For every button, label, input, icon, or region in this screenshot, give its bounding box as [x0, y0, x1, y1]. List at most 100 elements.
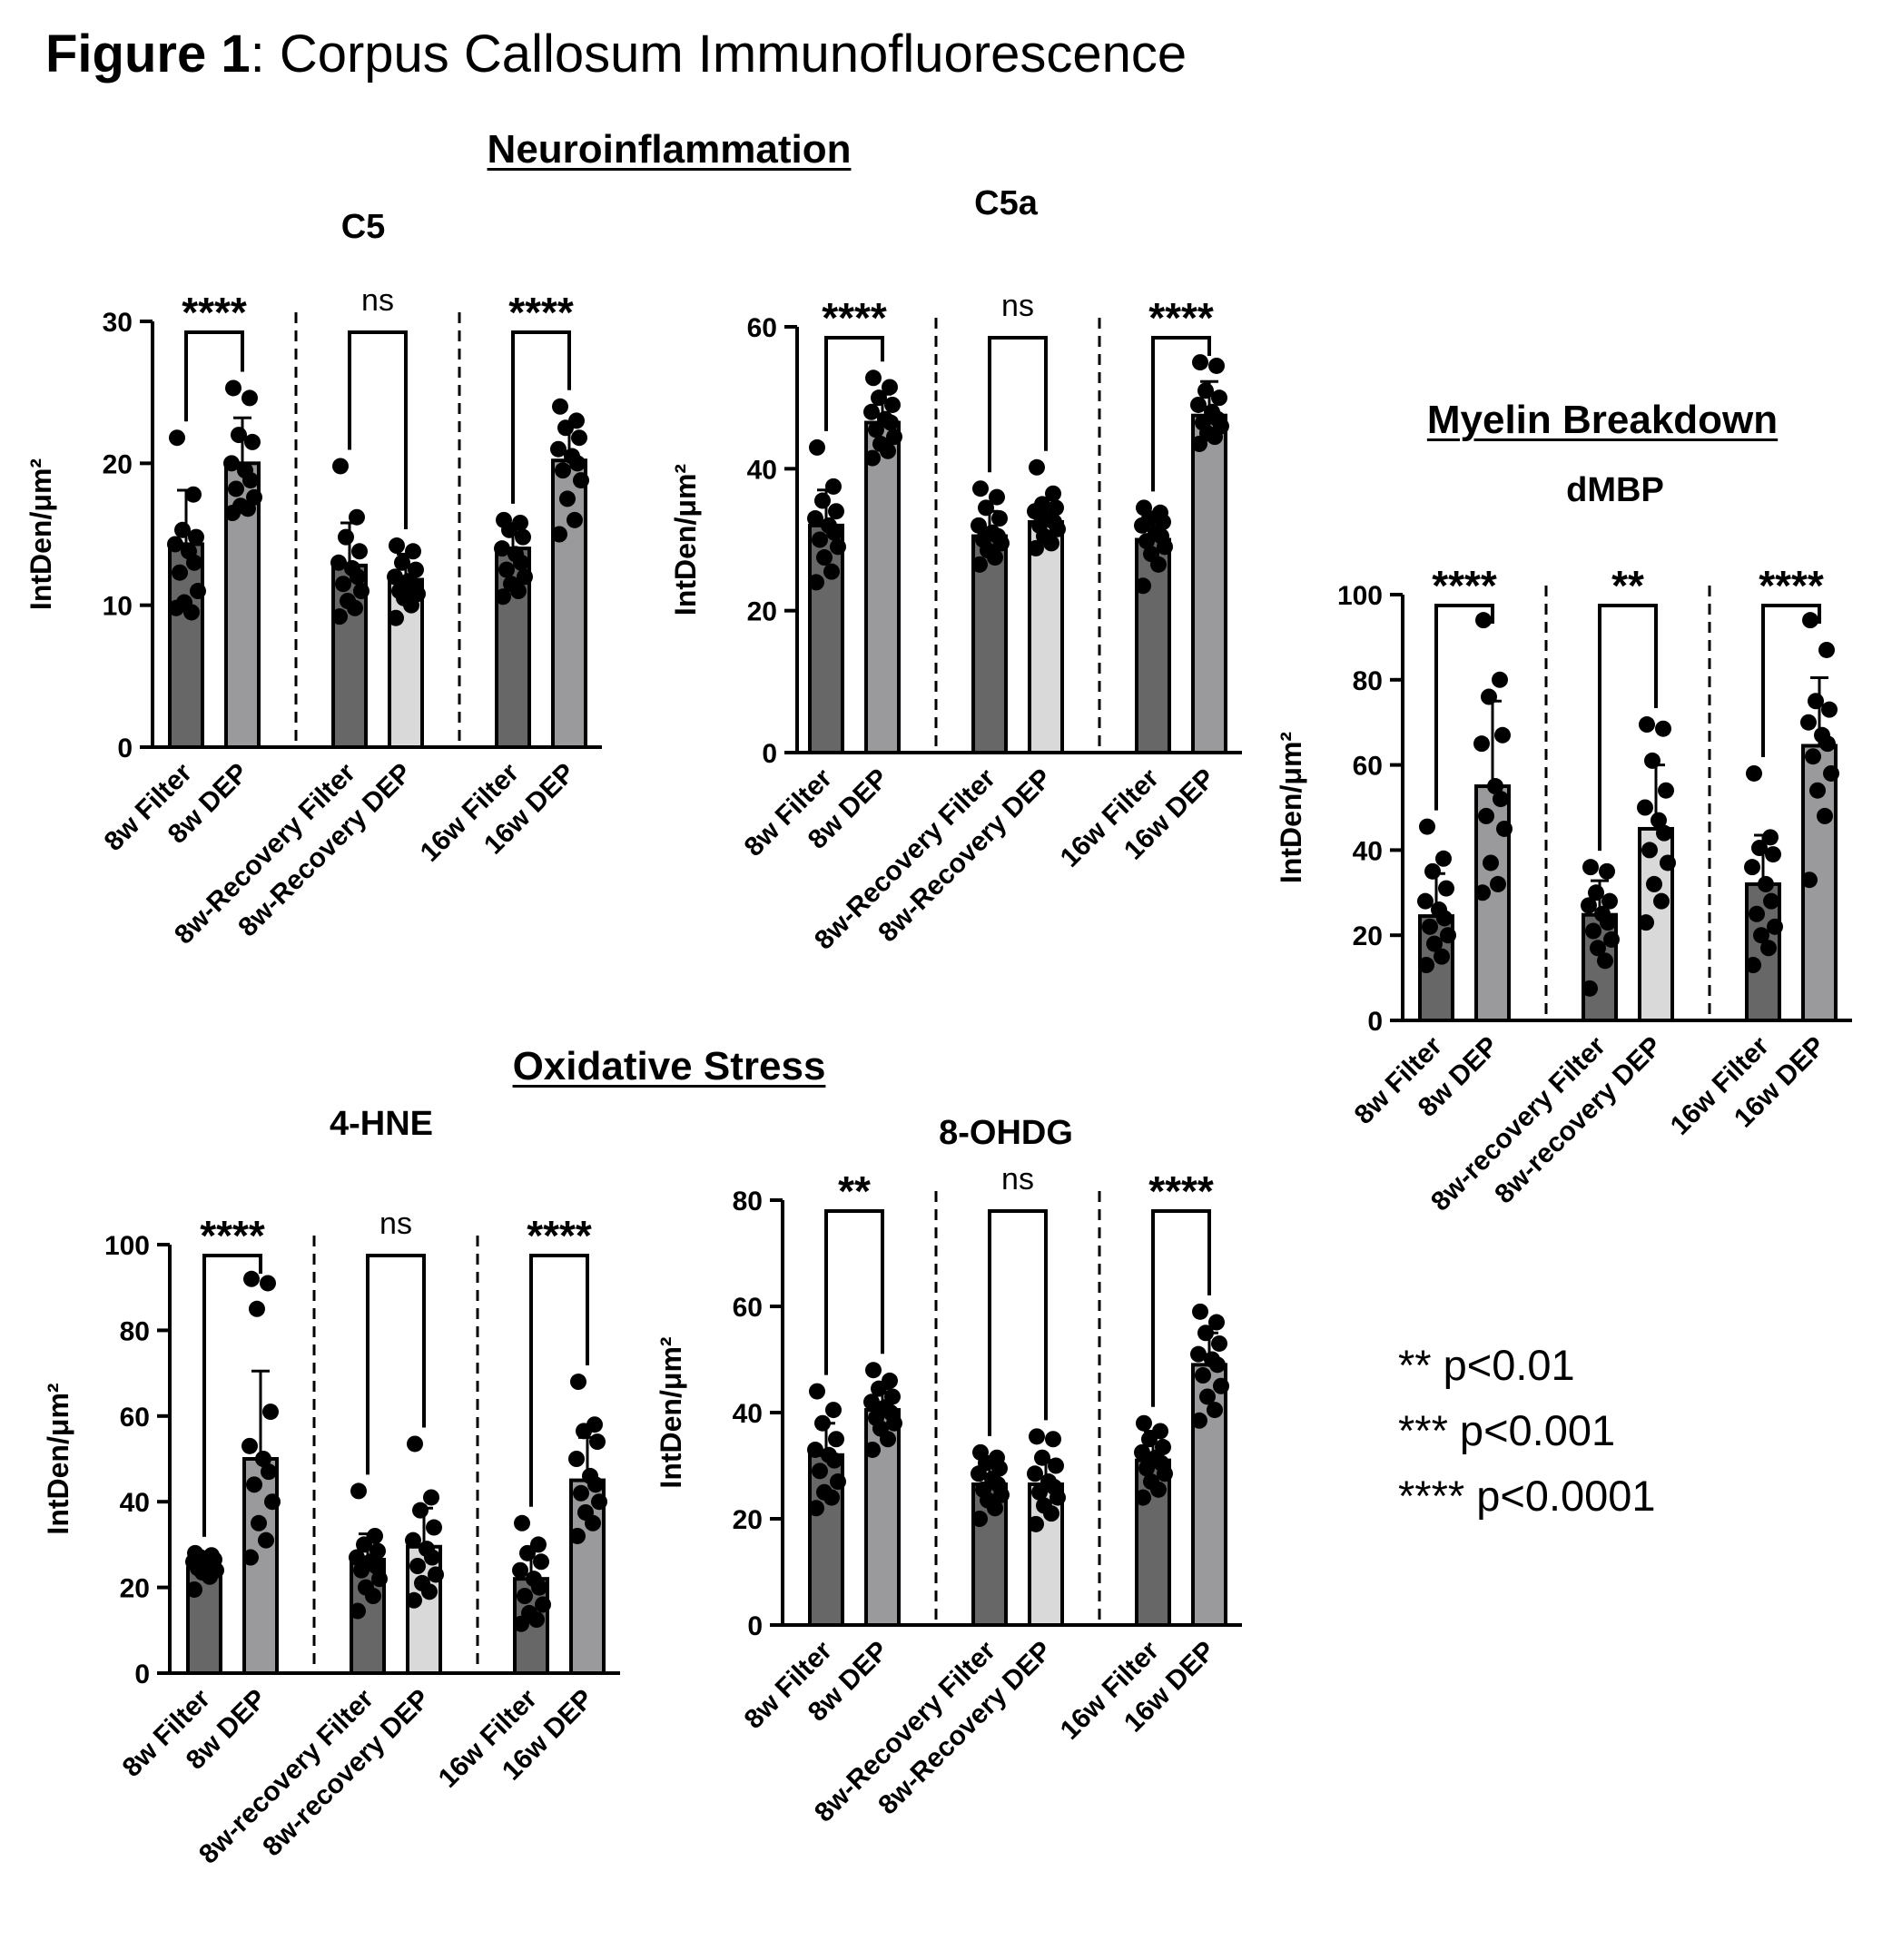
chart-dmbp-point [1473, 735, 1490, 753]
chart-c5-point [353, 583, 370, 600]
chart-c5a-point [1043, 535, 1059, 552]
chart-hne-point [406, 1591, 422, 1609]
chart-c5-point [513, 554, 529, 571]
chart-hne-point [587, 1476, 604, 1493]
chart-hne-point [249, 1300, 265, 1317]
chart-hne-sig-bracket [202, 1254, 262, 1537]
chart-c5-point [349, 508, 365, 526]
chart-c5-point [223, 455, 240, 472]
chart-hne-point [409, 1558, 426, 1574]
chart-c5a-point [828, 503, 844, 520]
chart-dmbp-point [1656, 824, 1672, 842]
chart-dmbp-point [1651, 812, 1667, 829]
chart-dmbp-point [1601, 892, 1618, 910]
chart-dmbp-ytick-label: 0 [1367, 1007, 1383, 1037]
chart-hne-point [412, 1502, 429, 1519]
chart-dmbp-point [1603, 931, 1620, 948]
chart-ohdg-sig-bracket [1151, 1209, 1211, 1407]
chart-hne-point [202, 1568, 218, 1585]
chart-dmbp-point [1597, 952, 1613, 970]
chart-hne-point [261, 1463, 277, 1481]
chart-c5a-point [863, 403, 880, 420]
chart-hne-sig-bracket [366, 1254, 426, 1475]
chart-c5-bar [551, 458, 587, 749]
chart-dmbp-point [1590, 940, 1606, 957]
chart-ohdg-point [1199, 1388, 1216, 1405]
chart-ohdg-point [808, 1500, 824, 1517]
chart-c5-point [242, 472, 259, 489]
chart-hne-point [356, 1536, 372, 1553]
chart-ohdg-point [1192, 1303, 1208, 1320]
chart-c5-point [501, 521, 517, 538]
chart-ohdg-point [971, 1465, 987, 1482]
chart-ohdg-point [1138, 1460, 1155, 1477]
chart-hne-sig-bracket [529, 1254, 589, 1507]
chart-dmbp-title: dMBP [1566, 471, 1664, 509]
chart-hne-point [513, 1615, 529, 1632]
chart-c5-sig-label: **** [508, 289, 574, 336]
chart-ohdg-ytick-label: 0 [747, 1611, 763, 1641]
chart-c5-point [552, 398, 568, 415]
chart-c5a-point [884, 396, 901, 413]
chart-dmbp-point [1490, 875, 1506, 892]
chart-ohdg-ytick-label: 40 [733, 1399, 763, 1429]
chart-ohdg-point [826, 1452, 843, 1469]
chart-dmbp-point [1801, 872, 1818, 889]
chart-ohdg-point [828, 1431, 844, 1448]
chart-dmbp-sig-label: ** [1611, 562, 1644, 609]
chart-dmbp-point [1655, 720, 1671, 737]
chart-ohdg-point [1211, 1335, 1227, 1352]
chart-c5a-point [991, 510, 1008, 527]
chart-ohdg-point [1031, 1483, 1048, 1501]
chart-hne-point [514, 1514, 530, 1532]
chart-hne-point [519, 1544, 536, 1561]
chart-hne-title: 4-HNE [330, 1105, 433, 1143]
chart-dmbp-point [1585, 922, 1601, 940]
chart-c5a-sig-bracket [988, 336, 1048, 473]
chart-ohdg-point [865, 1362, 882, 1379]
chart-c5a-point [971, 556, 988, 573]
chart-hne-point [589, 1433, 606, 1451]
chart-c5-sig-bracket [184, 330, 244, 422]
chart-c5-point [494, 540, 510, 557]
chart-c5-point [330, 554, 347, 571]
chart-dmbp-point [1658, 782, 1674, 799]
chart-c5-point [571, 429, 587, 447]
chart-c5a-point [871, 389, 887, 407]
chart-c5a-sig-label: ns [1001, 289, 1034, 323]
chart-dmbp-point [1823, 764, 1839, 782]
chart-dmbp-point [1600, 914, 1616, 931]
chart-dmbp-point [1802, 612, 1818, 629]
chart-hne-point [585, 1514, 601, 1532]
chart-dmbp-point [1434, 948, 1450, 965]
chart-c5-ytick-label: 30 [103, 308, 133, 338]
chart-c5-point [403, 596, 419, 614]
chart-hne-point [426, 1519, 442, 1536]
chart-c5-sig-label: ns [361, 283, 394, 318]
chart-c5-point [228, 480, 244, 497]
chart-c5-point [350, 568, 366, 586]
chart-dmbp-point [1494, 726, 1511, 744]
chart-dmbp-point [1765, 846, 1781, 863]
chart-hne-point [251, 1514, 267, 1532]
chart-hne-ytick-label: 0 [134, 1660, 150, 1689]
chart-ohdg-ytick-label: 20 [733, 1505, 763, 1535]
chart-c5-point [555, 462, 571, 479]
chart-c5-point [567, 511, 583, 528]
chart-ohdg-point [1213, 1377, 1229, 1394]
chart-c5a-point [1138, 533, 1155, 550]
legend-entry-p01: ** p<0.01 [1398, 1341, 1575, 1389]
chart-c5a-point [809, 438, 825, 456]
chart-hne-point [528, 1611, 545, 1628]
chart-hne-ytick-label: 80 [120, 1316, 150, 1346]
chart-dmbp-point [1758, 875, 1774, 892]
chart-c5a-point [812, 531, 828, 548]
chart-dmbp-point [1745, 957, 1761, 974]
chart-ohdg-point [1141, 1431, 1158, 1448]
chart-c5-sig-bracket [511, 330, 571, 504]
chart-dmbp-ytick-label: 40 [1353, 836, 1383, 866]
chart-dmbp-point [1492, 671, 1508, 688]
chart-c5a-bar [864, 420, 901, 754]
